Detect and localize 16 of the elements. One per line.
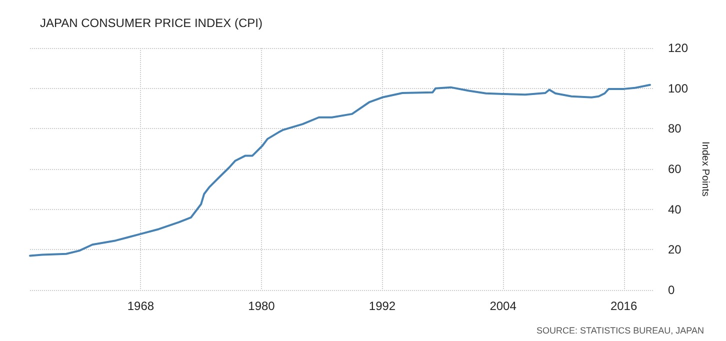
line-series xyxy=(29,84,651,257)
y-tick-label: 80 xyxy=(668,122,682,136)
x-tick-label: 1968 xyxy=(127,299,154,313)
y-tick-label: 60 xyxy=(668,162,682,176)
y-tick-label: 40 xyxy=(668,202,682,216)
y-tick-label: 120 xyxy=(668,41,688,55)
y-tick-label: 0 xyxy=(668,283,675,297)
x-tick-label: 2004 xyxy=(490,299,517,313)
x-tick-label: 1992 xyxy=(368,299,396,313)
x-tick-label: 2016 xyxy=(610,299,638,313)
source-note: SOURCE: STATISTICS BUREAU, JAPAN xyxy=(536,326,704,336)
y-axis-title: Index Points xyxy=(700,141,710,197)
y-tick-label: 20 xyxy=(668,242,682,257)
x-tick-label: 1980 xyxy=(248,299,276,313)
y-tick-label: 100 xyxy=(668,81,688,96)
chart-title: JAPAN CONSUMER PRICE INDEX (CPI) xyxy=(40,16,262,30)
